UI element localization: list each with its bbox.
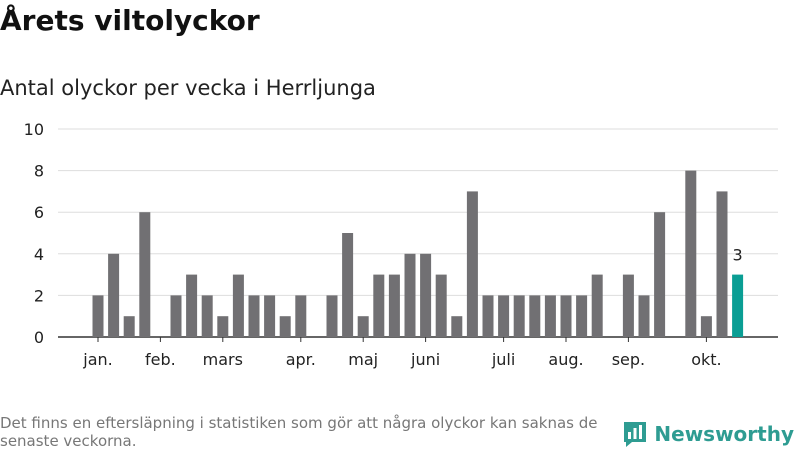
- x-tick-label: mars: [203, 350, 243, 369]
- x-tick-label: maj: [348, 350, 378, 369]
- bar: [357, 316, 369, 337]
- gridlines: [58, 128, 778, 338]
- bar: [435, 274, 447, 337]
- y-tick-label: 6: [34, 203, 44, 222]
- chart-title: Årets viltolyckor: [0, 4, 260, 37]
- bar: [654, 212, 666, 337]
- brand-logo: Newsworthy: [622, 420, 794, 448]
- x-tick-label: apr.: [286, 350, 316, 369]
- x-tick-label: jan.: [82, 350, 112, 369]
- bar: [544, 295, 556, 337]
- bar-current-week: [732, 274, 744, 337]
- bar: [186, 274, 198, 337]
- data-labels: 3: [733, 246, 743, 265]
- x-tick-label: juni: [410, 350, 440, 369]
- bar: [139, 212, 151, 337]
- bar: [498, 295, 510, 337]
- bar: [560, 295, 572, 337]
- bar: [123, 316, 135, 337]
- bar: [264, 295, 276, 337]
- data-label: 3: [733, 246, 743, 265]
- x-tick-label: feb.: [145, 350, 176, 369]
- bar: [576, 295, 588, 337]
- bar-chart: 0 2 4 6 8 10 3 jan. feb. mars apr. maj juni juli aug…: [24, 120, 778, 369]
- x-tick-label: sep.: [612, 350, 645, 369]
- bar: [217, 316, 229, 337]
- bar: [622, 274, 634, 337]
- x-tick-label: juli: [491, 350, 515, 369]
- bar: [685, 170, 697, 337]
- x-tick-label: aug.: [548, 350, 583, 369]
- bar: [388, 274, 400, 337]
- bar: [232, 274, 244, 337]
- bar: [373, 274, 385, 337]
- bar: [248, 295, 260, 337]
- x-axis-ticks: jan. feb. mars apr. maj juni juli aug. sep. okt.: [82, 337, 722, 369]
- y-tick-label: 4: [34, 245, 44, 264]
- bar: [591, 274, 603, 337]
- bar: [451, 316, 463, 337]
- bar: [342, 233, 354, 337]
- bar: [279, 316, 291, 337]
- bar: [466, 191, 478, 337]
- y-tick-label: 8: [34, 162, 44, 181]
- bar: [513, 295, 525, 337]
- bar: [529, 295, 541, 337]
- footnote: Det finns en eftersläpning i statistiken…: [0, 414, 598, 450]
- bar: [404, 253, 416, 337]
- bar: [700, 316, 712, 337]
- bar: [638, 295, 650, 337]
- bar: [92, 295, 104, 337]
- x-tick-label: okt.: [691, 350, 721, 369]
- bar: [108, 253, 120, 337]
- bar: [170, 295, 182, 337]
- brand-name: Newsworthy: [654, 422, 794, 446]
- bar: [482, 295, 494, 337]
- bars: [92, 170, 744, 337]
- bar: [420, 253, 432, 337]
- bar: [295, 295, 307, 337]
- bar: [326, 295, 338, 337]
- y-tick-label: 2: [34, 286, 44, 305]
- y-tick-label: 0: [34, 328, 44, 347]
- chart-subtitle: Antal olyckor per vecka i Herrljunga: [0, 76, 376, 100]
- y-tick-label: 10: [24, 120, 44, 139]
- bar: [201, 295, 213, 337]
- bar: [716, 191, 728, 337]
- y-axis-ticks: 0 2 4 6 8 10: [24, 120, 44, 347]
- bar-chart-icon: [624, 422, 647, 447]
